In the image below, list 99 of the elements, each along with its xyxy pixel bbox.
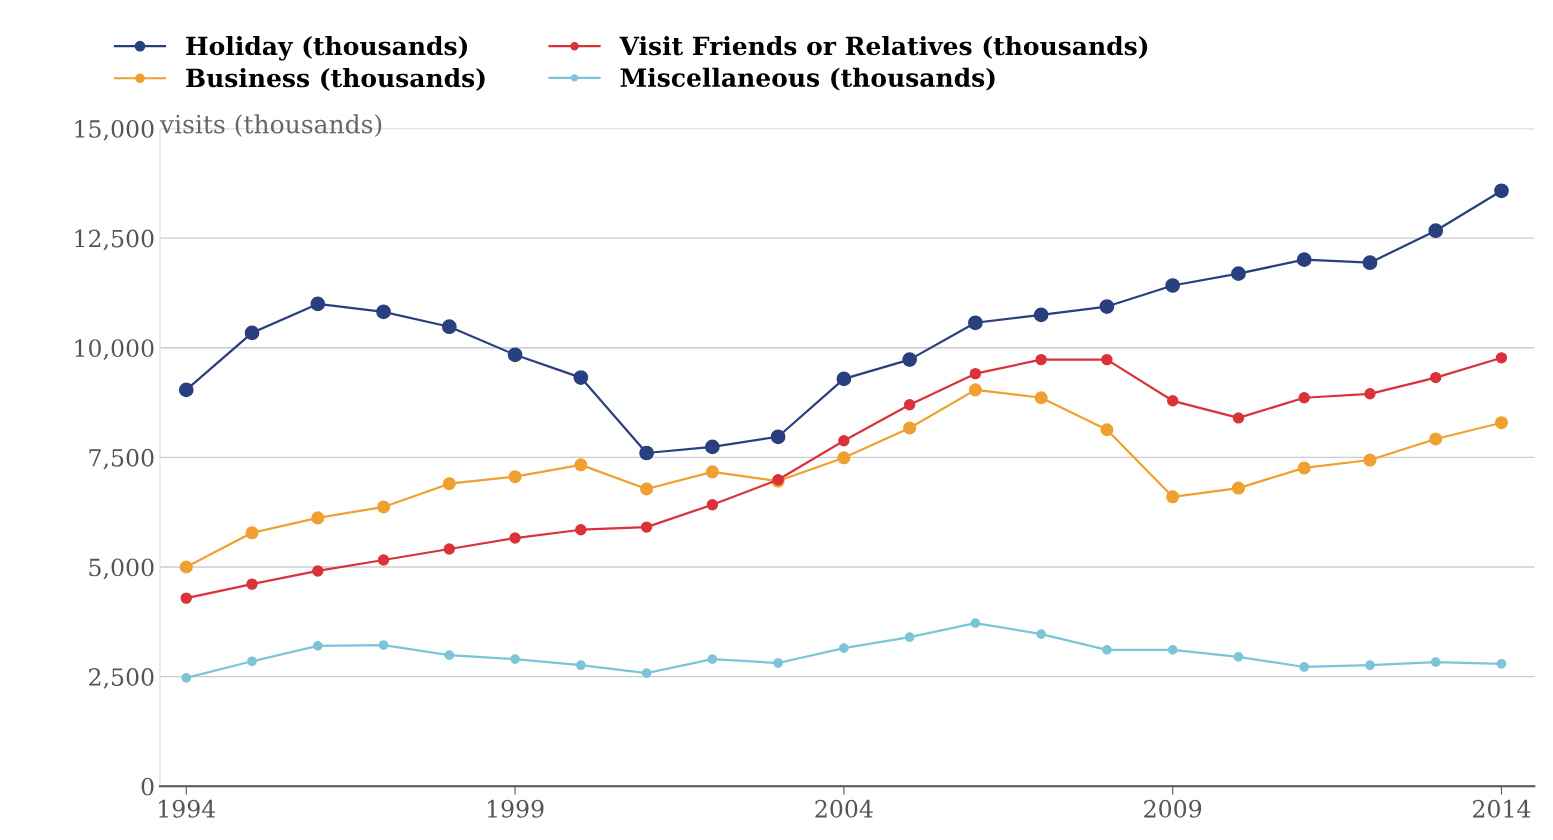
point — [705, 465, 719, 479]
point — [377, 554, 390, 566]
point — [312, 641, 323, 651]
point — [377, 500, 391, 514]
point — [641, 668, 652, 678]
point — [376, 304, 391, 320]
point — [180, 592, 192, 604]
point — [246, 578, 258, 590]
point — [574, 458, 588, 472]
point — [837, 451, 851, 465]
point — [573, 370, 589, 385]
x-tick-label: 2009 — [1144, 799, 1202, 818]
point — [639, 445, 654, 461]
point — [770, 429, 786, 445]
point — [707, 654, 718, 664]
point — [1035, 353, 1047, 366]
point — [704, 439, 720, 455]
point — [443, 543, 456, 555]
point — [1364, 388, 1376, 400]
legend-label: Holiday (thousands) — [186, 35, 468, 61]
point — [1033, 307, 1049, 323]
point — [1430, 657, 1441, 668]
point — [1298, 392, 1310, 404]
point — [773, 658, 783, 668]
point — [1102, 645, 1112, 655]
point — [1494, 416, 1509, 430]
point — [1231, 481, 1245, 495]
point — [640, 482, 654, 496]
legend-label: Business (thousands) — [186, 68, 485, 91]
point — [179, 560, 193, 574]
point — [1428, 223, 1444, 239]
point — [1034, 391, 1048, 405]
point — [1299, 662, 1310, 672]
point — [507, 347, 523, 363]
point — [181, 673, 192, 683]
point — [247, 656, 257, 667]
point — [310, 296, 326, 312]
point — [1036, 629, 1047, 639]
legend-label: Visit Friends or Relatives (thousands) — [619, 35, 1148, 59]
point — [178, 382, 194, 398]
x-tick-label: 2014 — [1473, 799, 1531, 818]
point — [969, 367, 982, 380]
point — [839, 643, 849, 653]
legend-label: Miscellaneous (thousands) — [620, 67, 995, 91]
point — [244, 325, 260, 341]
point — [968, 315, 983, 331]
y-tick-label: 5,000 — [89, 558, 154, 580]
point — [1167, 645, 1178, 655]
point — [1297, 461, 1311, 475]
point — [312, 565, 324, 577]
point — [1099, 299, 1115, 314]
point — [1232, 412, 1245, 424]
y-tick-label: 0 — [141, 777, 154, 796]
y-axis-title: visits (thousands) — [159, 114, 382, 138]
y-tick-label: 12,500 — [75, 229, 154, 251]
point — [836, 371, 852, 387]
y-tick-label: 2,500 — [89, 668, 154, 689]
point — [245, 526, 259, 540]
point — [640, 521, 653, 533]
point — [444, 650, 455, 660]
point — [903, 421, 917, 435]
point — [1165, 278, 1181, 293]
x-tick-label: 2004 — [815, 799, 873, 818]
point — [838, 435, 850, 447]
point — [903, 399, 916, 411]
point — [1363, 453, 1377, 467]
point — [1166, 490, 1180, 504]
point — [1429, 432, 1443, 446]
point — [575, 660, 586, 671]
point — [509, 532, 521, 544]
point — [1362, 255, 1378, 271]
point — [1495, 352, 1508, 364]
point — [1365, 660, 1375, 671]
point — [1296, 252, 1312, 267]
point — [706, 499, 719, 511]
point — [904, 632, 915, 643]
point — [1494, 183, 1509, 199]
point — [378, 640, 389, 650]
point — [1430, 371, 1442, 384]
point — [442, 477, 456, 491]
point — [968, 383, 982, 397]
point — [1231, 266, 1246, 282]
y-tick-label: 15,000 — [75, 119, 154, 141]
point — [311, 511, 325, 525]
point — [508, 470, 522, 484]
x-tick-label: 1994 — [159, 799, 216, 818]
point — [510, 654, 520, 664]
point — [575, 524, 587, 536]
y-tick-label: 10,000 — [75, 339, 154, 360]
point — [1496, 659, 1507, 669]
point — [970, 618, 981, 628]
point — [902, 352, 917, 367]
point — [1100, 423, 1114, 437]
y-tick-label: 7,500 — [89, 448, 154, 470]
point — [1101, 353, 1113, 366]
x-tick-label: 1999 — [487, 799, 544, 818]
point — [1166, 395, 1179, 407]
point — [441, 319, 457, 335]
point — [1233, 652, 1244, 662]
